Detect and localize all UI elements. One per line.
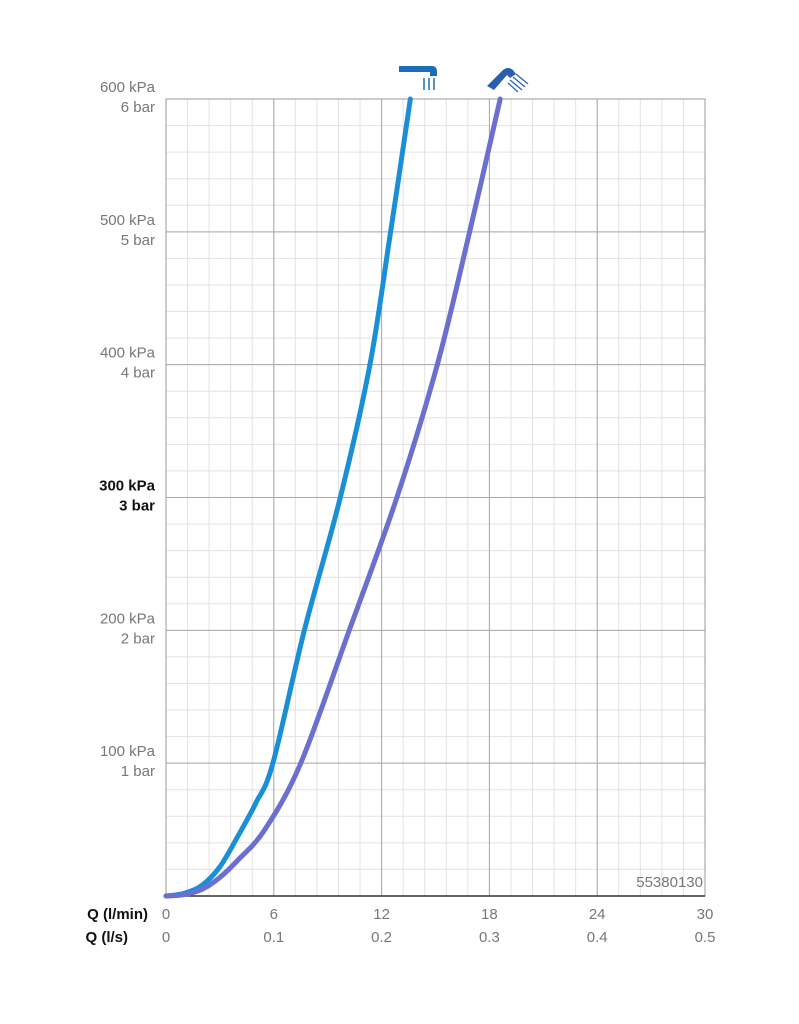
shower-icon xyxy=(399,66,437,90)
y-tick-sublabel: 2 bar xyxy=(121,630,155,647)
y-tick-label: 100 kPa xyxy=(100,743,156,760)
y-tick-sublabel: 6 bar xyxy=(121,99,155,116)
x2-axis-label: Q (l/s) xyxy=(85,929,128,946)
x-tick-label: 24 xyxy=(589,906,606,923)
x2-tick-label: 0.5 xyxy=(695,929,716,946)
x2-tick-label: 0.4 xyxy=(587,929,608,946)
y-tick-label: 600 kPa xyxy=(100,79,156,96)
y-tick-sublabel: 1 bar xyxy=(121,763,155,780)
x2-tick-label: 0 xyxy=(162,929,170,946)
x-tick-label: 0 xyxy=(162,906,170,923)
y-tick-label: 500 kPa xyxy=(100,212,156,229)
x-tick-label: 6 xyxy=(270,906,278,923)
y-tick-sublabel: 5 bar xyxy=(121,232,155,249)
y-tick-sublabel: 3 bar xyxy=(119,497,155,514)
hand-shower-icon xyxy=(487,68,529,93)
curve xyxy=(163,96,503,899)
x-tick-label: 12 xyxy=(373,906,390,923)
x2-tick-label: 0.3 xyxy=(479,929,500,946)
annotation: 55380130 xyxy=(636,874,703,891)
y-tick-sublabel: 4 bar xyxy=(121,365,155,382)
y-tick-label: 300 kPa xyxy=(99,477,156,494)
x-tick-label: 30 xyxy=(697,906,714,923)
x-tick-label: 18 xyxy=(481,906,498,923)
y-tick-label: 400 kPa xyxy=(100,345,156,362)
x2-tick-label: 0.1 xyxy=(263,929,284,946)
y-tick-label: 200 kPa xyxy=(100,610,156,627)
x2-tick-label: 0.2 xyxy=(371,929,392,946)
x-axis-label: Q (l/min) xyxy=(87,906,148,923)
curve xyxy=(163,96,413,899)
plot: 0 6 12 18 24 30 0 0.1 0.2 0.3 0.4 0.5 100 kPa 1 bar 20… xyxy=(85,79,715,946)
